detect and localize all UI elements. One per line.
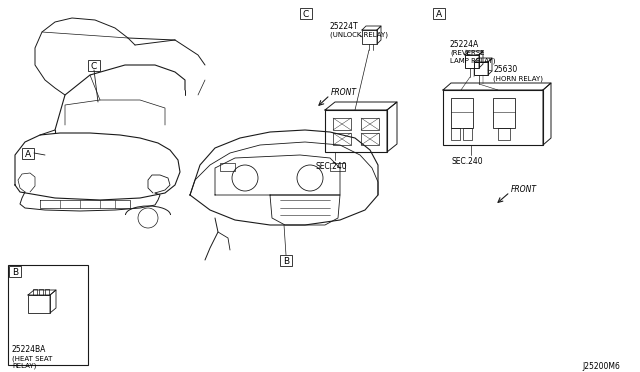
Text: (UNLOCK RELAY): (UNLOCK RELAY): [330, 32, 388, 38]
Text: 25630: 25630: [493, 65, 517, 74]
Text: 25224A: 25224A: [450, 40, 479, 49]
Bar: [300, 8, 312, 19]
Text: 25224BA: 25224BA: [12, 345, 46, 354]
Bar: [498, 128, 510, 140]
Bar: [362, 30, 377, 44]
Bar: [220, 163, 235, 171]
Bar: [451, 98, 473, 128]
Text: (HORN RELAY): (HORN RELAY): [493, 75, 543, 81]
Text: C: C: [91, 62, 97, 71]
Text: A: A: [25, 150, 31, 159]
Bar: [22, 148, 34, 159]
Text: A: A: [436, 10, 442, 19]
Bar: [280, 255, 292, 266]
Text: SEC.240: SEC.240: [315, 162, 347, 171]
Bar: [33, 289, 37, 295]
Bar: [88, 60, 100, 71]
Text: J25200M6: J25200M6: [582, 362, 620, 371]
Text: (REVERSE
LAMP RELAY): (REVERSE LAMP RELAY): [450, 50, 495, 64]
Bar: [9, 266, 21, 277]
Bar: [333, 133, 351, 145]
Text: C: C: [303, 10, 309, 19]
Bar: [443, 90, 543, 145]
Bar: [493, 98, 515, 128]
Bar: [8, 265, 88, 365]
Text: FRONT: FRONT: [331, 88, 357, 97]
Bar: [28, 295, 50, 313]
Bar: [474, 62, 488, 75]
Bar: [361, 133, 379, 145]
Text: (HEAT SEAT
RELAY): (HEAT SEAT RELAY): [12, 355, 52, 369]
Bar: [325, 110, 387, 152]
Bar: [361, 118, 379, 130]
Bar: [333, 118, 351, 130]
Text: 25224T: 25224T: [330, 22, 358, 31]
Text: SEC.240: SEC.240: [451, 157, 483, 166]
Bar: [463, 128, 472, 140]
Text: B: B: [12, 268, 18, 277]
Bar: [433, 8, 445, 19]
Bar: [451, 128, 460, 140]
Text: FRONT: FRONT: [511, 185, 537, 194]
Bar: [39, 289, 43, 295]
Text: B: B: [283, 257, 289, 266]
Bar: [45, 289, 49, 295]
Bar: [465, 55, 479, 68]
Bar: [330, 163, 345, 171]
